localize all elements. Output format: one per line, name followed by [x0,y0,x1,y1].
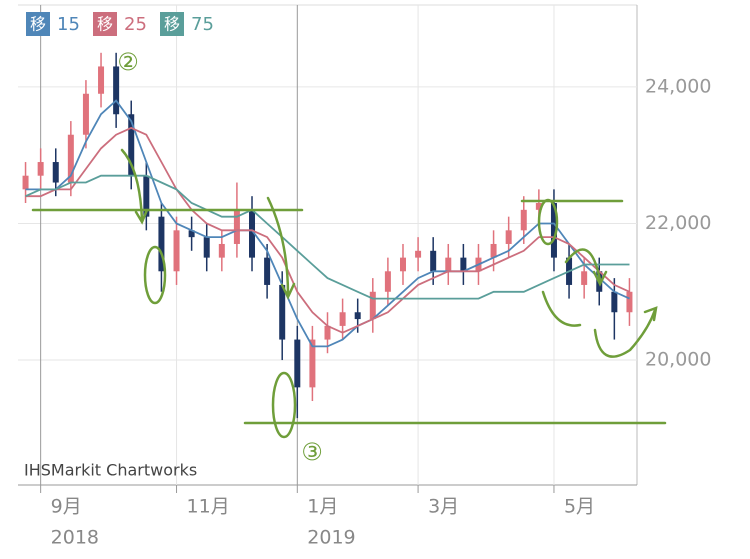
candle-body [581,271,588,285]
candle-body [626,291,633,313]
candle-body [520,209,527,231]
candle-body [233,209,240,244]
y-tick-label: 20,000 [645,349,711,371]
candle-body [264,257,271,285]
candle-body [399,257,406,272]
candle-body [113,66,120,115]
legend: 移 15 移 25 移 75 [26,12,214,36]
candle-body [505,230,512,244]
candle-body [611,291,618,313]
candle-body [98,66,105,94]
legend-label: 移 [97,15,113,34]
candle-body [158,216,165,272]
y-tick-label: 22,000 [645,212,711,234]
ma-line [25,126,630,334]
candle-body [294,339,301,388]
candle-body [445,257,452,272]
candle-body [203,237,210,258]
legend-swatch [26,12,50,36]
annotation: ③ [301,438,323,466]
candle-body [535,203,542,210]
legend-period: 75 [191,14,214,35]
candle-body [249,209,256,258]
ma-line [25,99,630,348]
year-label: 2019 [307,527,355,549]
candle-body [188,230,195,238]
candle-body [37,162,44,176]
candle-body [128,114,135,176]
legend-label: 移 [30,15,46,34]
x-tick-label: 11月 [187,496,230,518]
candle-body [384,271,391,292]
hand-annotations [31,148,667,439]
candle-body [67,134,74,183]
watermark: IHSMarkit Chartworks [24,461,197,480]
y-tick-label: 24,000 [645,75,711,97]
candle-body [173,230,180,272]
candle-body [550,203,557,258]
candle-body [354,312,361,320]
candle-body [324,325,331,340]
candle-body [218,243,225,258]
ma-line [25,174,630,300]
candle-body [309,339,316,388]
annotation: ② [117,48,139,76]
legend-swatch [160,12,184,36]
candle-body [82,93,89,135]
candle-body [279,284,286,340]
candle-body [490,243,497,258]
candle-body [339,312,346,326]
x-tick-label: 3月 [428,496,459,518]
x-tick-label: 5月 [564,496,595,518]
candle-body [143,175,150,217]
x-tick-label: 1月 [307,496,338,518]
legend-swatch [93,12,117,36]
year-label: 2018 [51,527,99,549]
candle-body [369,291,376,320]
legend-period: 15 [57,14,80,35]
legend-period: 25 [124,14,147,35]
candle-body [52,162,59,183]
legend-label: 移 [164,15,180,34]
x-tick-label: 9月 [51,496,82,518]
candle-body [430,250,437,272]
candle-body [415,250,422,258]
candle-body [22,175,29,190]
candle-body [460,257,467,272]
